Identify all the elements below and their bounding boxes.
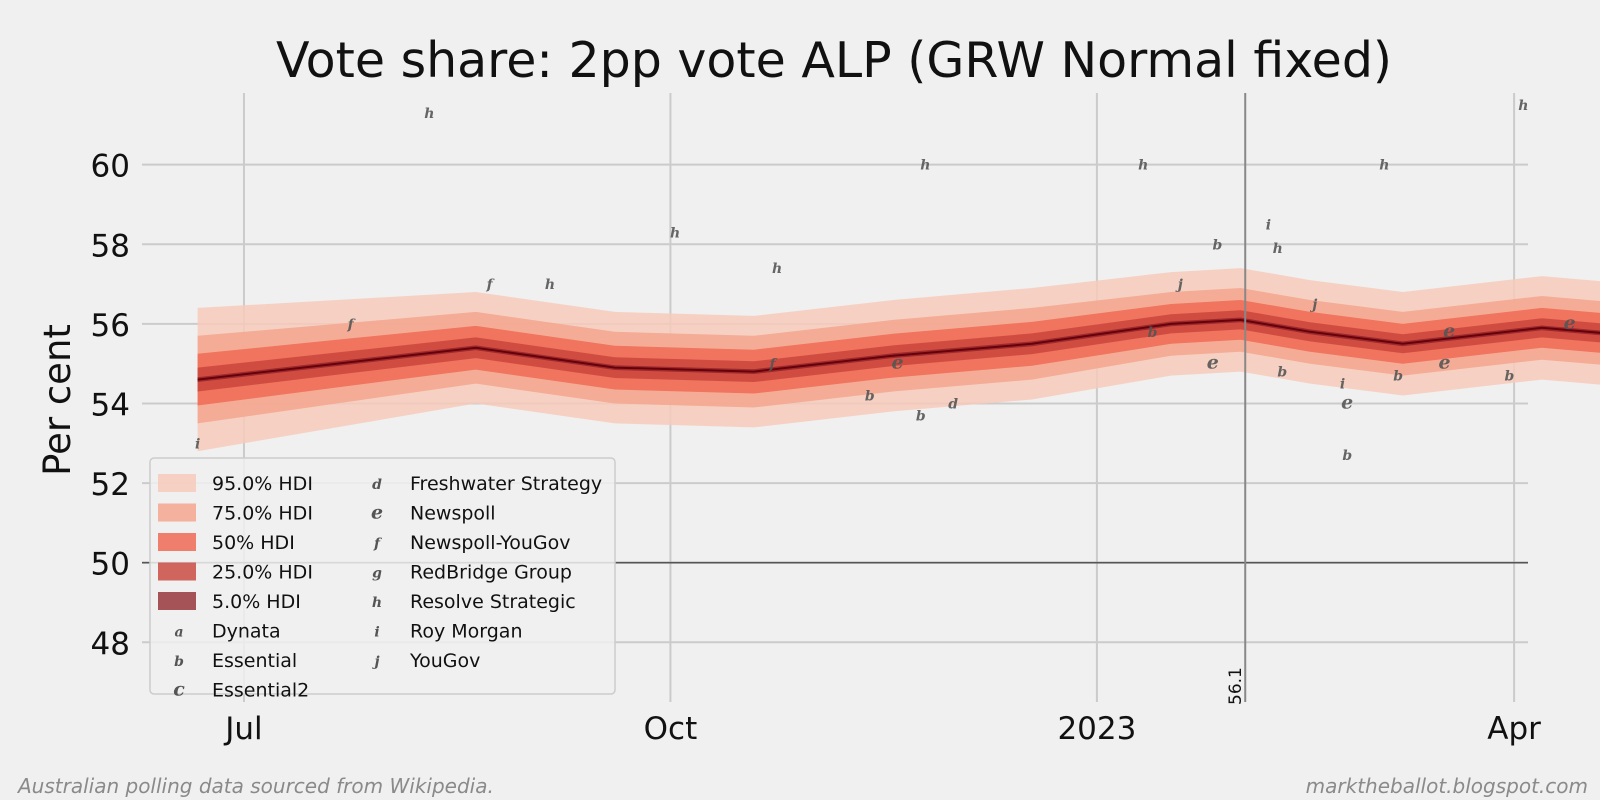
source-footnote: Australian polling data sourced from Wik… [18, 774, 494, 798]
poll-marker-i: i [1266, 217, 1271, 233]
poll-marker-b: b [916, 408, 926, 424]
legend-swatch [158, 503, 196, 522]
legend-swatch [158, 474, 196, 492]
y-tick-label: 48 [91, 626, 130, 662]
legend-label: Essential [212, 650, 297, 672]
legend-label: Newspoll-YouGov [410, 532, 571, 554]
y-tick-label: 60 [91, 149, 130, 185]
legend-marker: e [371, 502, 383, 524]
poll-marker-b: b [1213, 237, 1223, 253]
poll-marker-h: h [772, 261, 782, 277]
poll-marker-h: h [670, 225, 680, 241]
legend-marker: a [174, 625, 183, 641]
legend-marker: c [173, 679, 185, 701]
poll-marker-h: h [1518, 98, 1528, 114]
poll-marker-h: h [920, 158, 930, 174]
site-footnote: marktheballot.blogspot.com [1305, 774, 1588, 798]
y-tick-label: 58 [91, 228, 130, 264]
poll-marker-j: j [1175, 277, 1183, 293]
poll-marker-b: b [1277, 365, 1287, 381]
legend-label: 5.0% HDI [212, 591, 301, 613]
legend-marker: f [373, 536, 383, 552]
poll-marker-e: e [1207, 352, 1219, 374]
legend-label: 50% HDI [212, 532, 295, 554]
axes: 48505254565860JulOct2023AprJulOct2024Apr [91, 149, 1542, 747]
y-tick-label: 54 [91, 387, 130, 423]
x-tick-label: Jul [223, 711, 262, 747]
x-tick-label: Apr [1487, 711, 1541, 747]
poll-marker-h: h [545, 277, 555, 293]
legend-label: 25.0% HDI [212, 562, 313, 584]
legend-label: Dynata [212, 621, 281, 643]
median-line [197, 318, 1600, 381]
hdi-bands [197, 268, 1600, 452]
legend-swatch [158, 533, 196, 551]
poll-marker-b: b [1148, 325, 1158, 341]
legend-label: Newspoll [410, 503, 496, 525]
poll-marker-b: b [1342, 448, 1352, 464]
poll-marker-b: b [1393, 369, 1403, 385]
legend-marker: g [372, 566, 382, 582]
poll-marker-e: e [1439, 352, 1451, 374]
poll-marker-h: h [1273, 241, 1283, 257]
legend-box [149, 457, 616, 695]
x-tick-label: Oct [644, 711, 698, 747]
poll-marker-e: e [892, 352, 904, 374]
chart-title: Vote share: 2pp vote ALP (GRW Normal fix… [276, 32, 1392, 89]
y-tick-label: 52 [91, 467, 130, 503]
legend-marker: i [374, 625, 379, 641]
poll-marker-f: f [347, 317, 357, 333]
poll-marker-e: e [1341, 391, 1353, 413]
poll-marker-i: i [1340, 377, 1345, 393]
poll-marker-h: h [424, 106, 434, 122]
legend-marker: b [174, 654, 184, 670]
poll-marker-f: f [768, 357, 778, 373]
legend-label: RedBridge Group [410, 562, 572, 584]
poll-marker-f: f [486, 277, 496, 293]
poll-marker-b: b [865, 389, 875, 405]
legend-label: Resolve Strategic [410, 591, 576, 613]
x-tick-label: 2023 [1057, 711, 1136, 747]
poll-marker-h: h [1138, 158, 1148, 174]
poll-marker-e: e [1564, 312, 1576, 334]
y-tick-label: 50 [91, 547, 130, 583]
legend-label: Essential2 [212, 680, 309, 702]
legend: 95.0% HDI 75.0% HDI 50% HDI 25.0% HDI 5.0% H… [149, 457, 616, 702]
hdi-band-50 [197, 317, 1600, 382]
legend-label: YouGov [409, 650, 480, 672]
poll-marker-e: e [1443, 320, 1455, 342]
poll-marker-i: i [195, 436, 200, 452]
legend-marker: h [372, 595, 382, 611]
legend-label: Freshwater Strategy [410, 473, 602, 495]
legend-marker: d [372, 477, 382, 493]
legend-marker: j [371, 654, 379, 670]
legend-label: 95.0% HDI [212, 473, 313, 495]
y-axis-label: Per cent [36, 324, 79, 476]
poll-markers: ifhfhhhfbebdhhbjebihbjiebhbeebhebhbedbeh… [195, 98, 1576, 464]
poll-marker-h: h [1379, 158, 1389, 174]
legend-label: Roy Morgan [410, 621, 523, 643]
legend-swatch [158, 592, 196, 610]
annotation-label: 56.1 [1226, 667, 1246, 705]
legend-label: 75.0% HDI [212, 503, 313, 525]
legend-swatch [158, 562, 196, 581]
poll-marker-d: d [948, 396, 958, 412]
poll-marker-b: b [1505, 369, 1515, 385]
poll-marker-j: j [1309, 297, 1317, 313]
y-tick-label: 56 [91, 308, 130, 344]
hdi-band-250 [197, 310, 1600, 392]
